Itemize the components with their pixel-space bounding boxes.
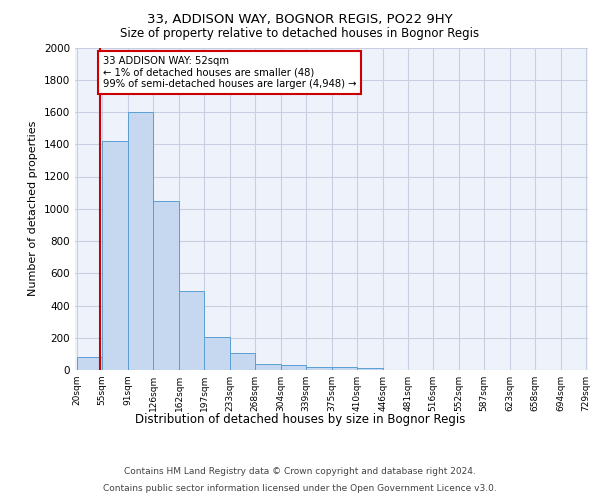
Bar (306, 367, 332, 370)
Text: Contains public sector information licensed under the Open Government Licence v3: Contains public sector information licen… (103, 484, 497, 493)
Bar (255, 364, 281, 370)
Text: Distribution of detached houses by size in Bognor Regis: Distribution of detached houses by size … (135, 412, 465, 426)
Bar (281, 365, 306, 370)
Text: Size of property relative to detached houses in Bognor Regis: Size of property relative to detached ho… (121, 28, 479, 40)
Bar (128, 112, 153, 370)
Text: 33 ADDISON WAY: 52sqm
← 1% of detached houses are smaller (48)
99% of semi-detac: 33 ADDISON WAY: 52sqm ← 1% of detached h… (103, 56, 356, 89)
Bar (153, 200, 179, 370)
Bar (357, 368, 383, 370)
Bar (230, 353, 255, 370)
Bar (179, 291, 204, 370)
Y-axis label: Number of detached properties: Number of detached properties (28, 121, 38, 296)
Bar (332, 367, 357, 370)
Bar (77, 357, 102, 370)
Bar (102, 141, 128, 370)
Text: 33, ADDISON WAY, BOGNOR REGIS, PO22 9HY: 33, ADDISON WAY, BOGNOR REGIS, PO22 9HY (147, 12, 453, 26)
Text: Contains HM Land Registry data © Crown copyright and database right 2024.: Contains HM Land Registry data © Crown c… (124, 468, 476, 476)
Bar (204, 337, 230, 370)
